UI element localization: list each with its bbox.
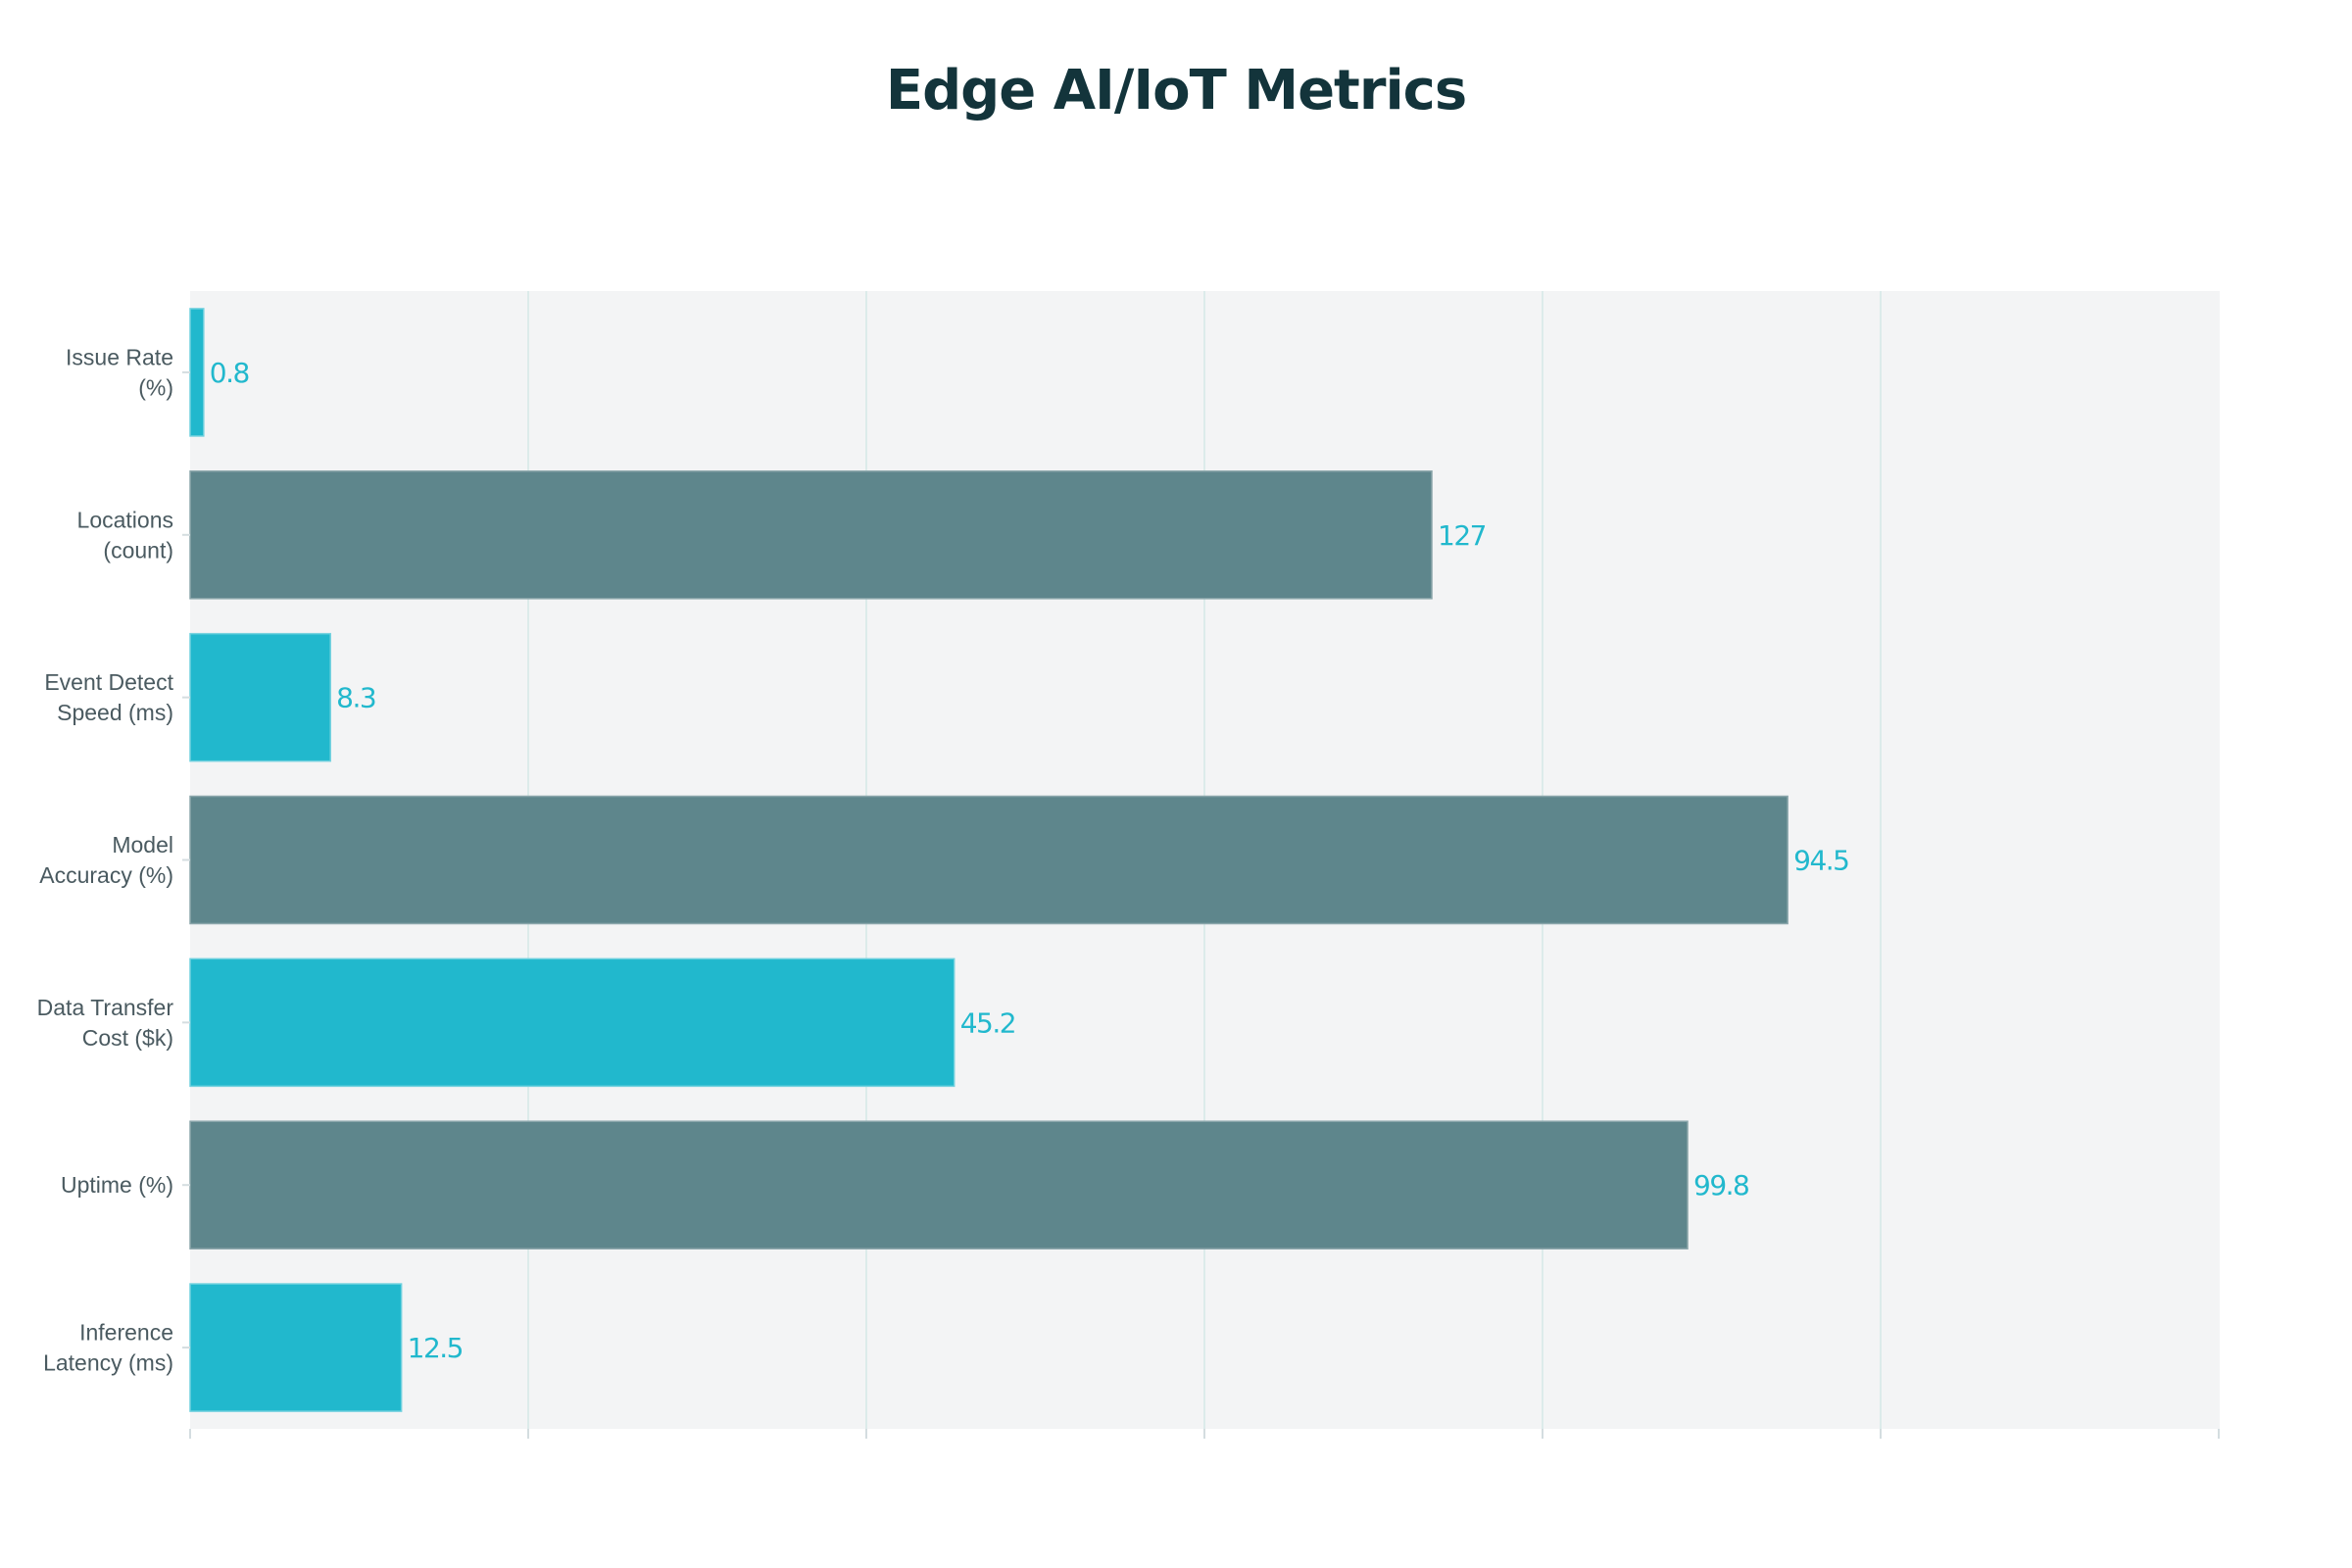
value-label: 8.3	[336, 682, 375, 714]
bar[interactable]	[189, 470, 1433, 600]
bar[interactable]	[189, 1120, 1689, 1250]
value-label: 0.8	[210, 357, 249, 389]
category-label: Cost ($k)	[82, 1025, 173, 1051]
value-label: 94.5	[1793, 845, 1848, 877]
category-label: Accuracy (%)	[39, 862, 173, 888]
value-label: 12.5	[408, 1332, 463, 1364]
bar[interactable]	[189, 308, 205, 437]
chart-title: Edge AI/IoT Metrics	[885, 59, 1467, 122]
category-label: (count)	[103, 537, 173, 563]
bar[interactable]	[189, 957, 956, 1088]
bar[interactable]	[189, 632, 331, 762]
category-label: Model	[112, 832, 173, 858]
category-label: Inference	[79, 1320, 173, 1346]
category-label: Latency (ms)	[43, 1350, 173, 1376]
category-label: Uptime (%)	[61, 1172, 173, 1198]
bar[interactable]	[189, 795, 1788, 925]
bar[interactable]	[189, 1283, 403, 1412]
category-label: Locations	[77, 507, 173, 532]
category-label: Event Detect	[44, 669, 173, 695]
category-label: Issue Rate	[66, 344, 173, 369]
value-label: 127	[1438, 519, 1486, 552]
value-label: 99.8	[1693, 1169, 1748, 1201]
value-label: 45.2	[960, 1006, 1015, 1039]
category-label: (%)	[138, 374, 173, 400]
category-label: Speed (ms)	[57, 700, 173, 725]
category-label: Data Transfer	[37, 995, 174, 1020]
